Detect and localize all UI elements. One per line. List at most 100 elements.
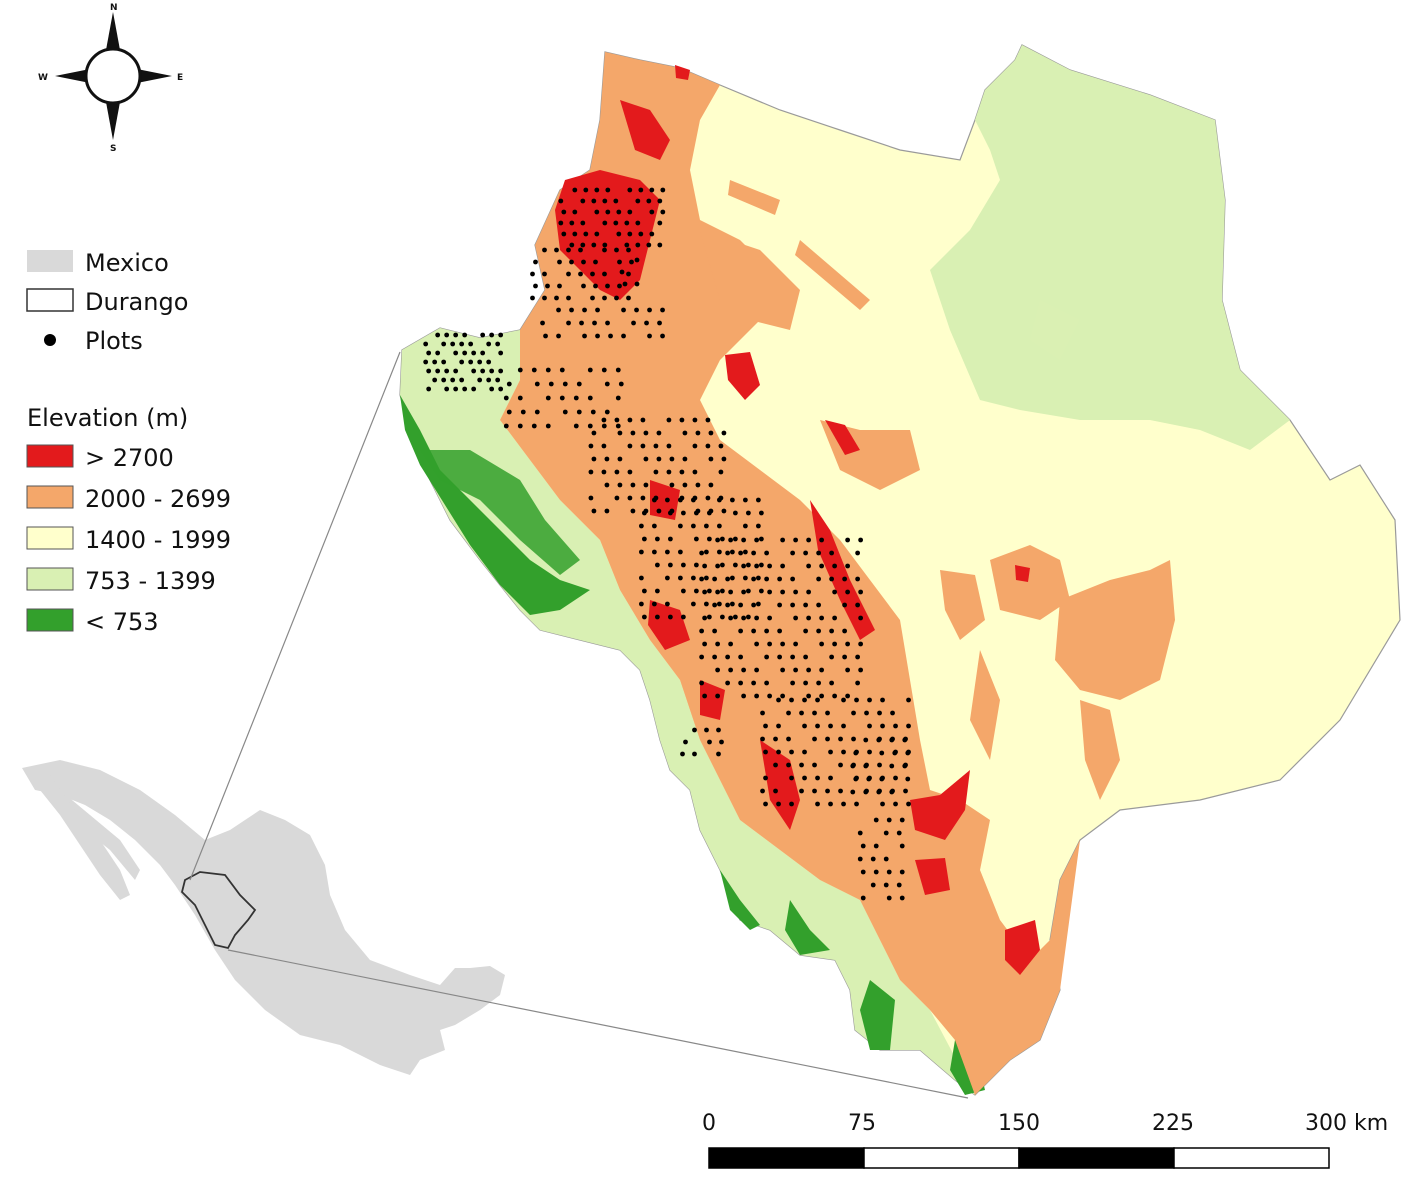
plot-point-605 xyxy=(899,895,905,901)
plot-point-577 xyxy=(892,750,898,756)
plot-point-590 xyxy=(873,843,879,849)
plot-point-601 xyxy=(896,830,902,836)
plot-point-463 xyxy=(842,628,848,634)
plot-point-191 xyxy=(618,381,624,387)
plot-point-464 xyxy=(845,641,851,647)
plot-point-581 xyxy=(905,750,911,756)
plot-point-585 xyxy=(860,843,866,849)
plot-point-429 xyxy=(806,589,812,595)
plot-point-113 xyxy=(435,332,441,338)
plot-point-80 xyxy=(626,247,631,253)
plot-point-247 xyxy=(692,469,698,475)
plot-point-544 xyxy=(880,723,885,729)
plot-point-364 xyxy=(728,537,734,543)
plot-point-550 xyxy=(890,710,895,716)
plot-point-9 xyxy=(583,187,589,193)
compass-e: E xyxy=(177,73,183,83)
plot-point-377 xyxy=(741,589,747,595)
plot-point-112 xyxy=(426,386,432,392)
peak-6 xyxy=(648,600,690,650)
plot-point-511 xyxy=(815,775,820,781)
plot-point-209 xyxy=(614,469,620,475)
plot-point-71 xyxy=(590,295,595,301)
plot-point-79 xyxy=(614,295,619,301)
plot-point-181 xyxy=(573,423,579,429)
plot-point-139 xyxy=(471,368,477,374)
baja-peninsula xyxy=(30,770,130,900)
plot-point-265 xyxy=(638,523,644,529)
plot-point-241 xyxy=(679,469,685,475)
plot-point-306 xyxy=(706,536,712,542)
plot-point-562 xyxy=(903,788,908,794)
plot-point-284 xyxy=(667,562,673,568)
legend-plots-symbol xyxy=(44,334,56,346)
plot-point-216 xyxy=(630,482,636,488)
plot-point-341 xyxy=(755,575,761,581)
legend-elev-label-3: 1400 - 1999 xyxy=(85,526,231,554)
plot-point-387 xyxy=(754,563,760,569)
plot-point-353 xyxy=(702,693,708,699)
plot-point-54 xyxy=(545,283,550,289)
valley-south-1 xyxy=(720,870,760,930)
plot-point-36 xyxy=(638,231,644,237)
plot-point-66 xyxy=(578,271,583,277)
plot-point-487 xyxy=(773,736,778,742)
plot-point-526 xyxy=(838,788,843,794)
peak-14 xyxy=(1015,565,1030,582)
plot-point-176 xyxy=(559,395,565,401)
scale-tick-225: 225 xyxy=(1152,1111,1194,1136)
plot-point-328 xyxy=(742,497,748,503)
plot-point-236 xyxy=(669,482,675,488)
plot-point-402 xyxy=(767,641,773,647)
plot-point-161 xyxy=(503,423,509,429)
plots-layer xyxy=(423,187,911,901)
plot-point-41 xyxy=(649,231,655,237)
coastal-lowland-2 xyxy=(420,450,580,575)
plot-point-473 xyxy=(858,615,864,621)
plot-point-162 xyxy=(517,367,523,373)
plot-point-592 xyxy=(873,869,879,875)
plot-point-234 xyxy=(669,456,675,462)
plot-point-611 xyxy=(707,739,712,745)
plot-point-222 xyxy=(643,456,649,462)
plot-point-59 xyxy=(554,295,559,301)
plot-point-268 xyxy=(638,575,644,581)
plot-point-595 xyxy=(883,830,889,836)
plot-point-337 xyxy=(758,510,764,516)
peak-7 xyxy=(700,680,725,720)
plot-point-597 xyxy=(886,869,892,875)
plot-point-101 xyxy=(631,320,636,326)
plot-point-32 xyxy=(624,242,630,248)
plot-point-346 xyxy=(699,576,705,582)
plot-point-472 xyxy=(855,602,861,608)
plot-point-18 xyxy=(591,242,597,248)
plot-point-42 xyxy=(646,242,652,248)
plot-point-267 xyxy=(638,549,644,555)
plot-point-529 xyxy=(851,710,856,716)
plot-point-151 xyxy=(489,386,495,392)
plot-point-530 xyxy=(851,736,856,742)
compass-north-arrow xyxy=(106,12,120,50)
plot-point-29 xyxy=(627,209,633,215)
plot-point-219 xyxy=(640,417,646,423)
lowland-east-patch xyxy=(1030,300,1080,360)
plot-point-365 xyxy=(725,550,731,556)
plot-point-509 xyxy=(812,736,817,742)
plot-point-235 xyxy=(666,469,672,475)
plot-point-351 xyxy=(699,654,705,660)
plot-point-148 xyxy=(486,359,492,365)
plot-point-315 xyxy=(716,549,722,555)
plot-point-399 xyxy=(767,589,773,595)
plot-point-607 xyxy=(680,751,685,757)
plot-point-589 xyxy=(873,817,879,823)
plot-point-579 xyxy=(889,789,895,795)
plot-point-63 xyxy=(566,295,571,301)
plot-point-4 xyxy=(572,187,578,193)
plot-point-499 xyxy=(802,697,807,703)
plot-point-242 xyxy=(682,482,688,488)
plot-point-508 xyxy=(815,723,820,729)
plot-point-457 xyxy=(832,693,838,699)
plot-point-193 xyxy=(615,423,621,429)
plot-point-224 xyxy=(640,495,646,501)
plot-point-397 xyxy=(767,563,773,569)
